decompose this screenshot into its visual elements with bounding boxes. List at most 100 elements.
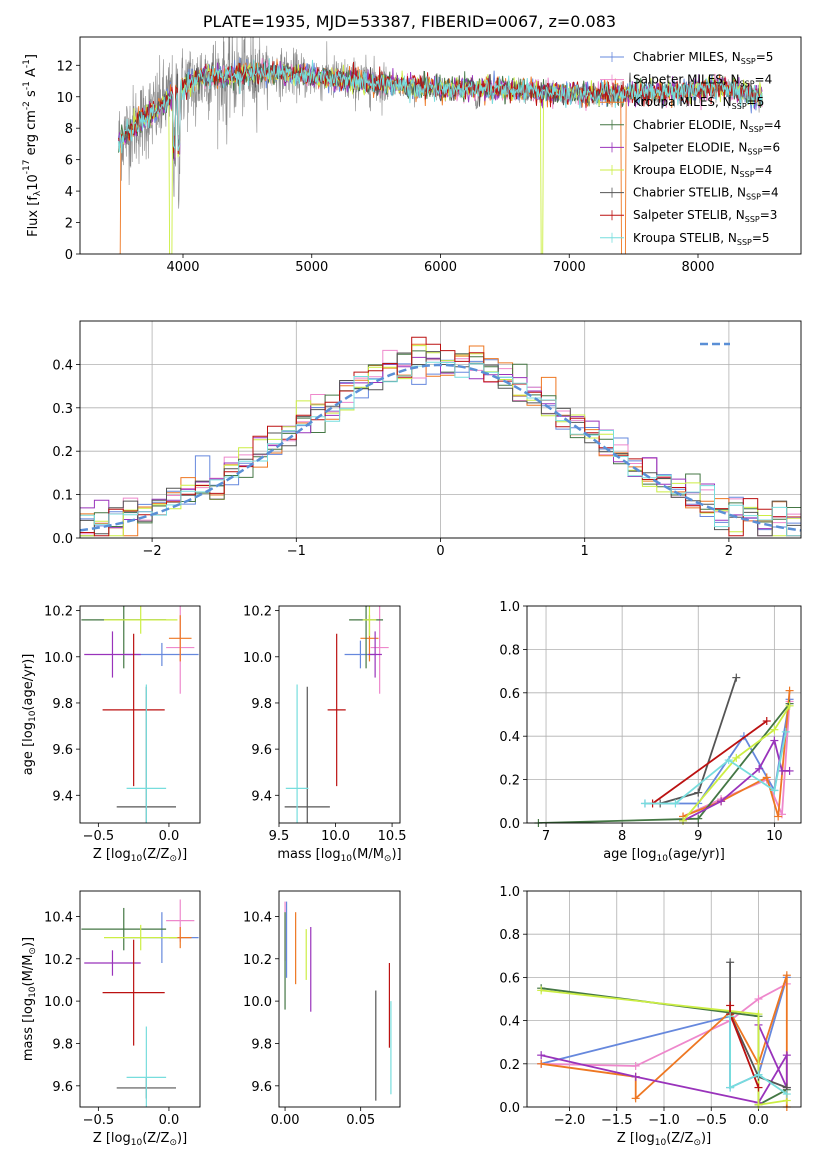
y-tick-label: 0.8: [499, 928, 520, 943]
legend-text-part: SSP: [740, 170, 755, 179]
weight-line-7: [729, 962, 788, 1089]
y-axis-label-part: λ: [33, 190, 43, 196]
legend-text-part: Chabrier ELODIE, N: [633, 118, 749, 132]
y-tick-label: 4: [65, 185, 73, 200]
x-axis-label-part: (Z/Z: [666, 1131, 693, 1146]
x-tick-label: −2: [143, 544, 162, 559]
y-axis-label-part: (age/yr)]: [21, 654, 36, 711]
mass-vs-ebv-panel: 0.00 0.05 9.6 9.8 10.0 10.2 10.4: [243, 890, 401, 1128]
y-axis-label-part: ⊙: [28, 947, 38, 955]
y-tick-label: 10.4: [44, 910, 73, 925]
y-tick-label: 0.1: [52, 489, 73, 504]
y-tick-label: 0.2: [52, 445, 73, 460]
x-tick-label: 0.00: [271, 1113, 300, 1128]
legend-text-part: =3: [760, 208, 778, 222]
x-axis-label: Z [log10(Z/Z⊙)]: [93, 847, 187, 864]
plot-frame: [79, 320, 802, 539]
y-tick-label: 0.4: [499, 730, 520, 745]
x-tick-label: −0.5: [83, 829, 115, 844]
x-tick-label: −2.0: [554, 1113, 586, 1128]
x-tick-label: 9: [694, 829, 702, 844]
x-axis-label-part: age [log: [603, 847, 656, 862]
legend-text-part: SSP: [747, 147, 762, 156]
x-axis-label-part: Z [log: [93, 1131, 131, 1146]
model-spectrum-9: [118, 58, 763, 154]
x-tick-label: 9.5: [269, 829, 290, 844]
legend-entry-6: Kroupa ELODIE, NSSP=4: [633, 163, 772, 179]
legend-text-part: =5: [756, 50, 774, 64]
weight-line-4: [538, 703, 791, 823]
y-tick-label: 9.8: [52, 697, 73, 712]
legend-text-part: =4: [755, 163, 773, 177]
legend-text-part: SSP: [737, 238, 752, 247]
residuals-panel: −2 −1 0 1 2 0.0 0.1 0.2 0.3 0.4: [52, 320, 802, 559]
plot-frame: [278, 605, 401, 824]
y-tick-label: 9.8: [52, 1037, 73, 1052]
y-axis-label-part: )]: [21, 937, 36, 947]
weight-line-6: [541, 989, 787, 1106]
legend-entry-9: Kroupa STELIB, NSSP=5: [633, 231, 770, 247]
legend-entry-1: Chabrier MILES, NSSP=5: [633, 50, 773, 66]
legend-text-part: SSP: [749, 125, 764, 134]
legend-entry-3: Kroupa MILES, NSSP=5: [633, 95, 764, 111]
x-axis-label-part: )]: [177, 847, 187, 862]
x-tick-label: −1.5: [601, 1113, 633, 1128]
y-tick-label: 0.2: [499, 774, 520, 789]
legend-text-part: Salpeter ELODIE, N: [633, 140, 747, 154]
legend-entry-8: Salpeter STELIB, NSSP=3: [633, 208, 777, 224]
y-tick-label: 0.4: [52, 358, 73, 373]
mass-vs-z-panel: −0.5 0.09.69.810.010.210.4Z [log10(Z/Z⊙)]…: [21, 890, 201, 1148]
y-tick-label: 6: [65, 154, 73, 169]
y-axis-label-part: age [log: [21, 722, 36, 775]
plot-frame: [79, 36, 802, 255]
x-axis-label-part: ⊙: [169, 854, 177, 864]
x-axis-label-part: Z [log: [617, 1131, 655, 1146]
y-axis-label: Flux [fλ10-17 erg cm-2 s-1 A-1]: [22, 54, 43, 237]
y-axis-label-part: (M/M: [21, 955, 36, 987]
x-axis-label-part: 10: [656, 854, 668, 864]
legend-entry-5: Salpeter ELODIE, NSSP=6: [633, 140, 780, 156]
age-vs-mass-panel: 9.5 10.0 10.5 9.4 9.6 9.8 10.0 10.2 mass [log10(…: [243, 605, 407, 864]
x-tick-label: 7000: [553, 260, 586, 275]
plot-frame: [526, 890, 802, 1108]
x-axis-label-part: (Z/Z: [142, 847, 169, 862]
y-tick-label: 9.8: [251, 1037, 272, 1052]
x-axis-label-part: ⊙: [384, 854, 392, 864]
y-tick-label: 0.0: [52, 532, 73, 547]
weight-line-6: [682, 705, 791, 822]
y-tick-label: 0.0: [499, 1101, 520, 1116]
histogram-7: [80, 351, 801, 537]
plot-frame: [79, 890, 201, 1108]
y-tick-label: 10.0: [243, 651, 272, 666]
y-tick-label: 0.8: [499, 643, 520, 658]
x-axis-label-part: mass [log: [277, 847, 340, 862]
x-axis-label: mass [log10(M/M⊙)]: [277, 847, 401, 864]
x-tick-label: 10: [766, 829, 783, 844]
legend-entry-4: Chabrier ELODIE, NSSP=4: [633, 118, 781, 134]
x-axis-label-part: (Z/Z: [142, 1131, 169, 1146]
y-tick-label: 0.6: [499, 971, 520, 986]
x-axis-label-part: )]: [177, 1131, 187, 1146]
y-axis-label-part: s: [24, 90, 39, 101]
legend-text-part: =4: [761, 186, 779, 200]
plot-frame: [79, 605, 201, 824]
x-tick-label: 2: [725, 544, 733, 559]
y-axis-label-part: ]: [24, 54, 39, 59]
y-tick-label: 10: [56, 91, 73, 106]
y-tick-label: 9.6: [251, 1080, 272, 1095]
x-axis-label-part: 10: [341, 854, 353, 864]
legend-text-part: Salpeter MILES, N: [633, 73, 740, 87]
y-axis-label-part: mass [log: [21, 998, 36, 1061]
legend-entry-2: Salpeter MILES, NSSP=4: [633, 73, 772, 89]
y-tick-label: 12: [56, 59, 73, 74]
x-axis-label-part: ⊙: [169, 1138, 177, 1148]
x-axis-label-part: ⊙: [693, 1138, 701, 1148]
x-axis-label-part: )]: [391, 847, 401, 862]
x-tick-label: 0.05: [346, 1113, 375, 1128]
y-tick-label: 1.0: [499, 600, 520, 615]
y-axis-label-part: -2: [22, 101, 32, 110]
x-tick-label: −1: [287, 544, 306, 559]
y-axis-label-part: 10: [26, 174, 41, 191]
legend-text-part: SSP: [741, 57, 756, 66]
